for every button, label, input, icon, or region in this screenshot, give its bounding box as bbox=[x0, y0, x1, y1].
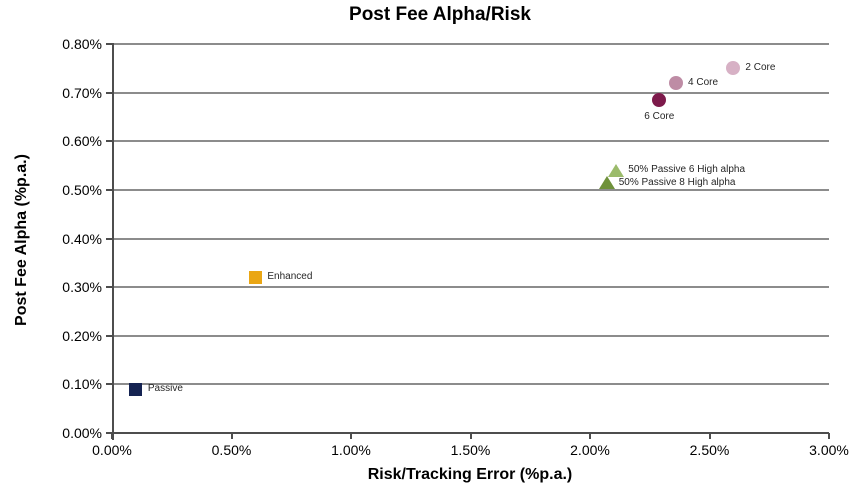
data-point-50-passive-6-high-alpha bbox=[608, 163, 625, 177]
x-tick-label-3.00%: 3.00% bbox=[809, 442, 849, 458]
y-tick-0.30% bbox=[106, 286, 112, 289]
y-tick-label-0.70%: 0.70% bbox=[62, 84, 102, 101]
x-tick-label-0.00%: 0.00% bbox=[92, 442, 132, 458]
y-tick-0.60% bbox=[106, 140, 112, 143]
y-tick-0.50% bbox=[106, 188, 112, 191]
x-tick-0.50% bbox=[230, 433, 233, 439]
gridline-y-0.10% bbox=[112, 383, 829, 386]
x-axis-title: Risk/Tracking Error (%p.a.) bbox=[367, 466, 573, 483]
y-tick-label-0.60%: 0.60% bbox=[62, 133, 102, 150]
data-point-enhanced bbox=[248, 270, 262, 284]
gridline-y-0.30% bbox=[112, 286, 829, 289]
y-tick-label-0.50%: 0.50% bbox=[62, 181, 102, 198]
y-tick-0.10% bbox=[106, 383, 112, 386]
gridline-y-0.50% bbox=[112, 188, 829, 191]
gridline-y-0.40% bbox=[112, 237, 829, 240]
x-tick-2.50% bbox=[708, 433, 711, 439]
x-tick-0.00% bbox=[111, 433, 113, 439]
y-tick-label-0.10%: 0.10% bbox=[62, 376, 102, 393]
data-point-label-2-core: 2 Core bbox=[745, 62, 776, 74]
y-tick-0.20% bbox=[106, 334, 112, 337]
gridline-y-0.20% bbox=[112, 334, 829, 337]
data-point-6-core bbox=[652, 92, 667, 107]
data-point-label-50-passive-6-high-alpha: 50% Passive 6 High alpha bbox=[628, 164, 746, 176]
data-point-label-50-passive-8-high-alpha: 50% Passive 8 High alpha bbox=[618, 176, 736, 188]
chart-title: Post Fee Alpha/Risk bbox=[349, 4, 531, 25]
data-point-2-core bbox=[726, 61, 741, 76]
x-tick-1.00% bbox=[350, 433, 352, 439]
gridline-y-0.70% bbox=[112, 91, 829, 94]
gridline-y-0.60% bbox=[112, 140, 829, 143]
y-tick-0.80% bbox=[106, 43, 112, 45]
y-tick-label-0.00%: 0.00% bbox=[62, 425, 102, 441]
data-point-label-passive: Passive bbox=[147, 383, 183, 395]
data-point-4-core bbox=[669, 75, 684, 90]
y-tick-label-0.30%: 0.30% bbox=[62, 279, 102, 296]
y-tick-0.70% bbox=[106, 91, 112, 94]
data-point-50-passive-8-high-alpha bbox=[598, 176, 615, 190]
x-tick-3.00% bbox=[828, 433, 830, 439]
y-tick-label-0.40%: 0.40% bbox=[62, 230, 102, 247]
x-tick-label-2.50%: 2.50% bbox=[689, 442, 730, 458]
data-point-passive bbox=[129, 382, 143, 396]
y-tick-label-0.80%: 0.80% bbox=[62, 36, 102, 52]
data-point-label-4-core: 4 Core bbox=[688, 76, 719, 88]
data-point-label-6-core: 6 Core bbox=[644, 110, 675, 122]
y-tick-label-0.20%: 0.20% bbox=[62, 327, 102, 344]
x-tick-1.50% bbox=[469, 433, 472, 439]
y-tick-0.40% bbox=[106, 237, 112, 240]
x-tick-label-2.00%: 2.00% bbox=[570, 442, 610, 458]
x-tick-label-0.50%: 0.50% bbox=[211, 442, 252, 458]
data-point-label-enhanced: Enhanced bbox=[267, 271, 313, 283]
x-tick-label-1.00%: 1.00% bbox=[331, 442, 371, 458]
y-tick-0.00% bbox=[106, 432, 112, 434]
gridline-y-0.80% bbox=[112, 43, 829, 45]
y-axis-line bbox=[112, 43, 114, 440]
x-tick-label-1.50%: 1.50% bbox=[450, 442, 491, 458]
x-tick-2.00% bbox=[589, 433, 591, 439]
